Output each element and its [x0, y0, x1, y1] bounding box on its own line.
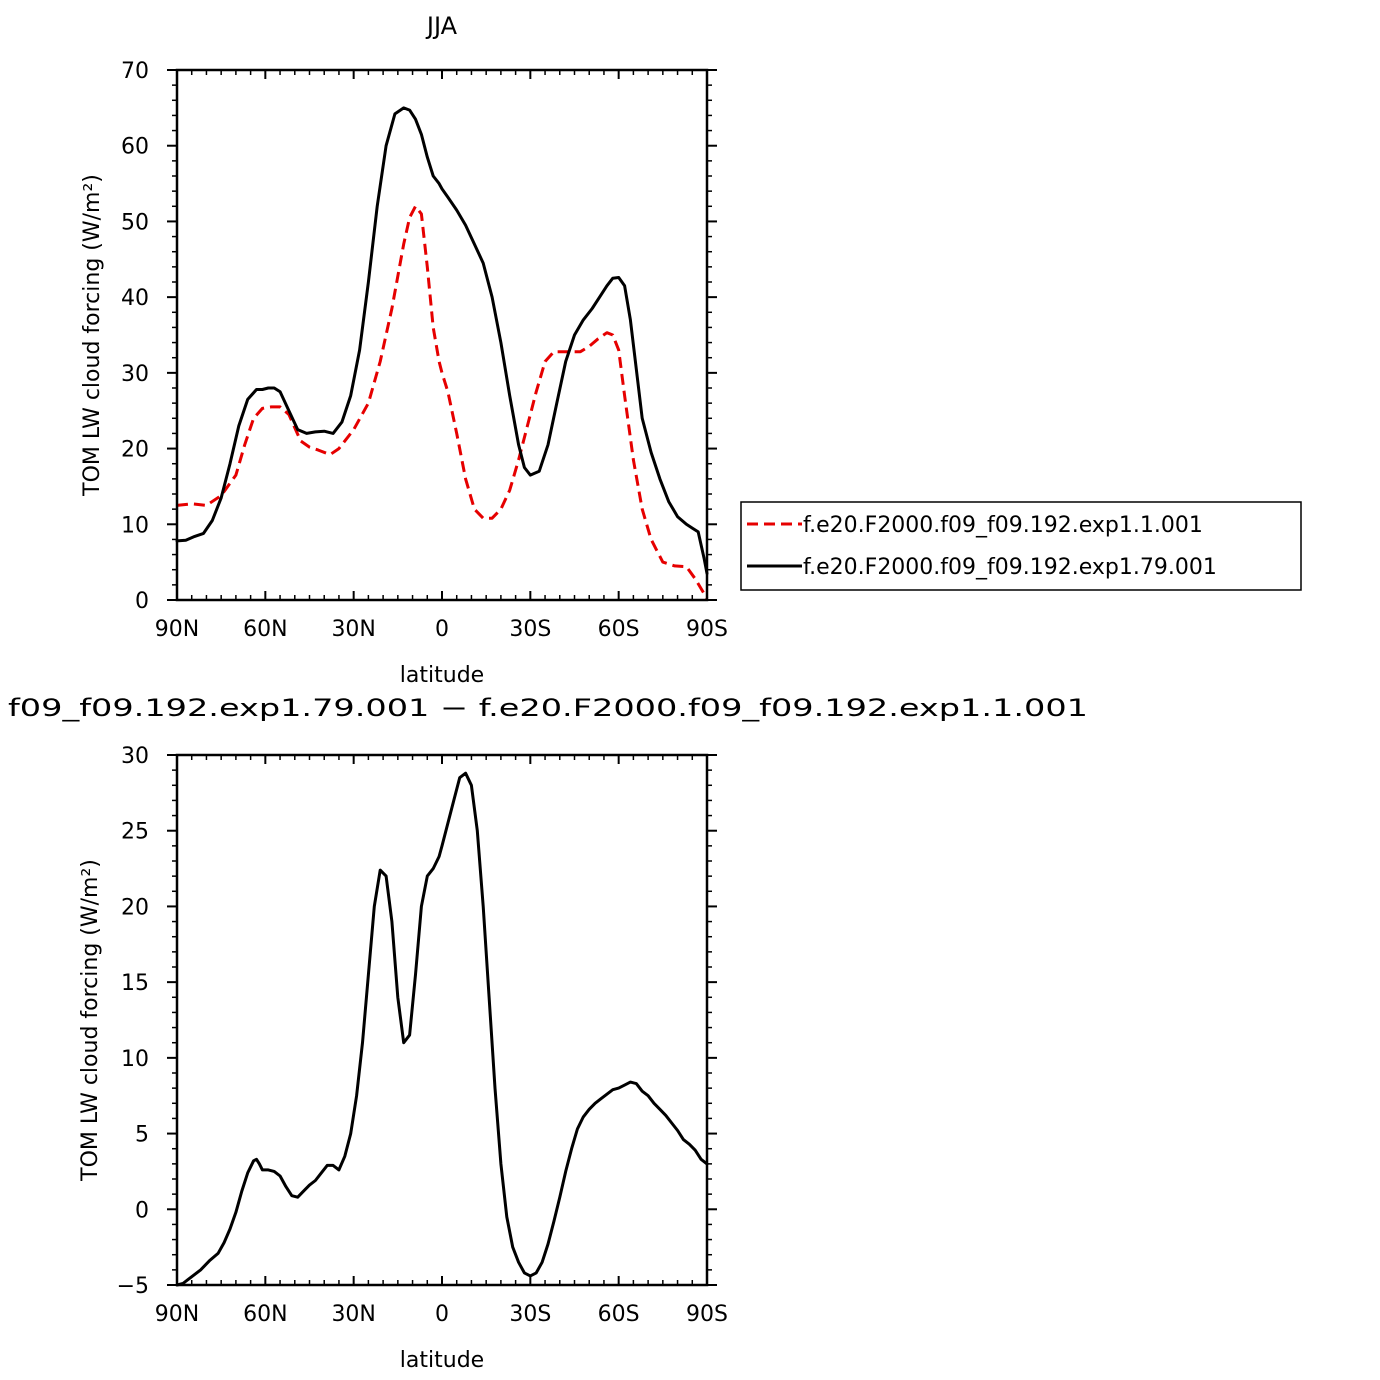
- top-x-tick-label: 60S: [598, 617, 640, 642]
- bottom-y-tick-label: 20: [121, 895, 149, 920]
- bottom-y-tick-label: −5: [117, 1274, 149, 1299]
- bottom-x-tick-label: 60N: [243, 1302, 287, 1327]
- top-series-line-1: [176, 204, 709, 600]
- bottom-chart-title: f09_f09.192.exp1.79.001 − f.e20.F2000.f0…: [8, 694, 1088, 722]
- top-x-tick-label: 60N: [243, 617, 287, 642]
- top-x-axis-title: latitude: [400, 663, 484, 688]
- top-chart-title: JJA: [425, 12, 458, 40]
- bottom-x-tick-label: 60S: [598, 1302, 640, 1327]
- top-y-tick-label: 0: [135, 589, 149, 614]
- legend-label-series-2: f.e20.F2000.f09_f09.192.exp1.79.001: [803, 555, 1217, 580]
- bottom-x-tick-label: 30N: [331, 1302, 375, 1327]
- top-x-tick-label: 0: [435, 617, 449, 642]
- top-series-line-2: [175, 106, 709, 575]
- top-x-tick-label: 90N: [155, 617, 199, 642]
- legend: f.e20.F2000.f09_f09.192.exp1.1.001 f.e20…: [740, 501, 1302, 591]
- bottom-y-tick-label: 25: [121, 820, 149, 845]
- legend-label-series-1: f.e20.F2000.f09_f09.192.exp1.1.001: [803, 513, 1203, 538]
- bottom-x-tick-label: 90N: [155, 1302, 199, 1327]
- top-y-tick-label: 10: [121, 513, 149, 538]
- bottom-y-tick-label: 5: [135, 1123, 149, 1148]
- top-y-tick-label: 50: [121, 210, 149, 235]
- top-chart-panel: JJA 90N 60N 30N 0 30S 60S 90S 0 10 20 30 40 50 60 70 l…: [80, 12, 728, 688]
- bottom-y-tick-label: 10: [121, 1047, 149, 1072]
- top-y-tick-label: 60: [121, 135, 149, 160]
- top-x-tick-label: 30S: [509, 617, 551, 642]
- bottom-y-tick-label: 30: [121, 744, 149, 769]
- top-x-tick-label: 90S: [686, 617, 728, 642]
- bottom-x-tick-label: 0: [435, 1302, 449, 1327]
- top-y-tick-label: 40: [121, 286, 149, 311]
- top-series-group: [175, 106, 709, 600]
- top-y-tick-label: 30: [121, 362, 149, 387]
- bottom-y-axis-title: TOM LW cloud forcing (W/m²): [78, 859, 103, 1182]
- bottom-ticks-group: 90N 60N 30N 0 30S 60S 90S −5 0 5 10 15 20 25 30: [117, 744, 728, 1327]
- top-y-tick-label: 20: [121, 438, 149, 463]
- bottom-x-axis-title: latitude: [400, 1348, 484, 1373]
- bottom-chart-panel: f09_f09.192.exp1.79.001 − f.e20.F2000.f0…: [8, 694, 1088, 1373]
- top-x-tick-label: 30N: [331, 617, 375, 642]
- bottom-x-tick-label: 90S: [686, 1302, 728, 1327]
- bottom-y-tick-label: 15: [121, 971, 149, 996]
- bottom-series-group: [175, 771, 709, 1287]
- top-y-axis-title: TOM LW cloud forcing (W/m²): [80, 174, 105, 497]
- top-y-tick-label: 70: [121, 59, 149, 84]
- bottom-series-line-1: [175, 771, 709, 1287]
- top-ticks-group: 90N 60N 30N 0 30S 60S 90S 0 10 20 30 40 50 60 70: [121, 59, 728, 642]
- bottom-x-tick-label: 30S: [509, 1302, 551, 1327]
- bottom-y-tick-label: 0: [135, 1198, 149, 1223]
- legend-box: [740, 501, 1302, 591]
